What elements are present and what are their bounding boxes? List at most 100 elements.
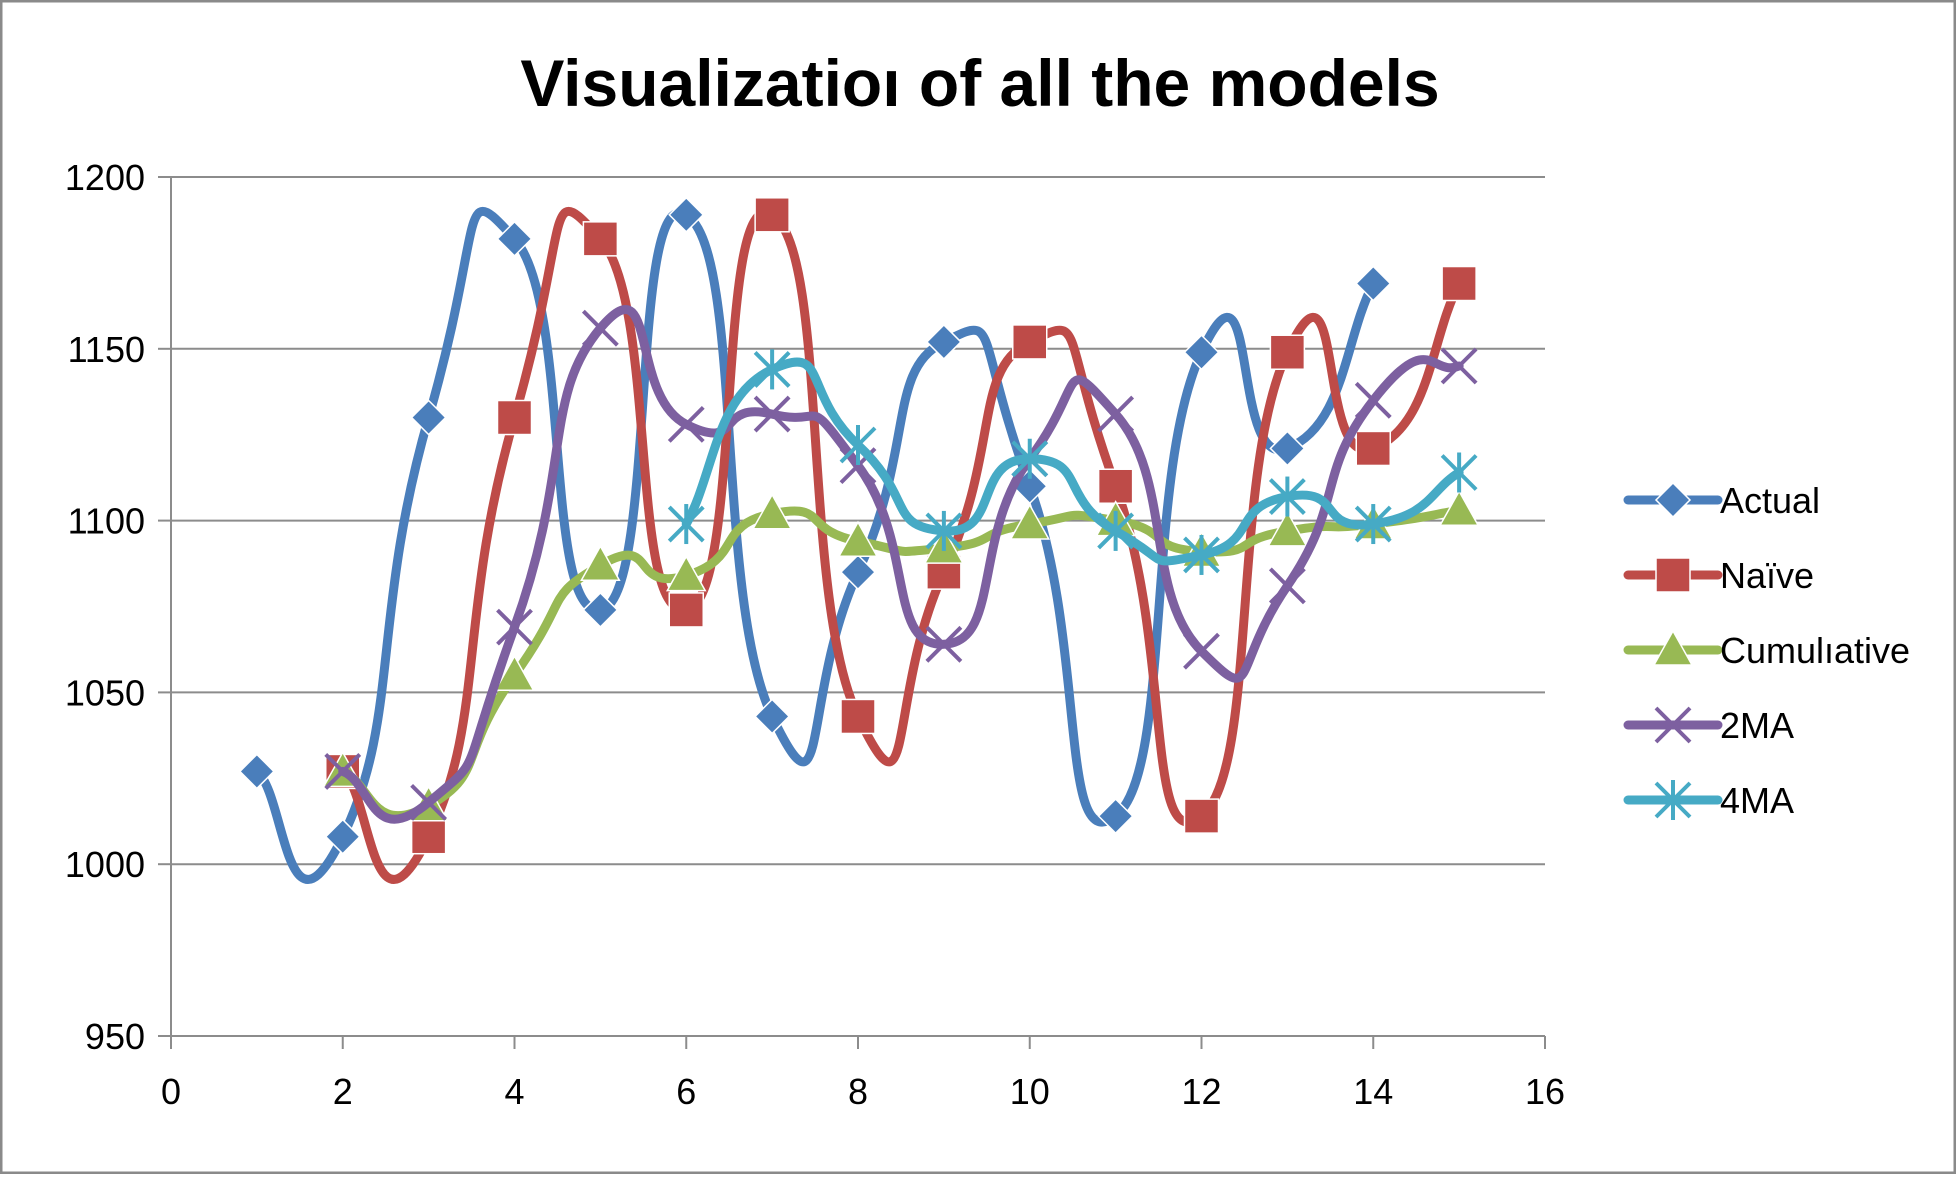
data-point-actual [1355, 265, 1392, 302]
series-layer [238, 196, 1480, 884]
y-tick-label: 1100 [68, 501, 145, 542]
data-point-na-ve [754, 197, 790, 233]
x-tick-label: 12 [1181, 1071, 1221, 1112]
data-point-actual [668, 196, 705, 233]
data-point-cumulative [494, 654, 535, 691]
data-point-2ma [581, 309, 619, 347]
data-point-na-ve [1012, 324, 1048, 360]
data-point-4ma [839, 425, 877, 466]
series-line-2ma [338, 305, 1464, 824]
data-point-4ma [1440, 452, 1478, 493]
data-point-4ma [1354, 504, 1392, 545]
x-tick-label: 14 [1353, 1071, 1393, 1112]
x-tick-label: 10 [1010, 1071, 1050, 1112]
data-point-4ma [1097, 510, 1135, 551]
data-point-2ma-stroke [1097, 395, 1135, 433]
legend-item-actual: Actual [1623, 480, 1820, 521]
data-point-4ma [1011, 438, 1049, 479]
data-point-4ma [925, 510, 963, 551]
x-tick-label: 0 [161, 1071, 181, 1112]
x-tick-label: 16 [1525, 1071, 1565, 1112]
legend-marker-2ma [1654, 706, 1692, 744]
axes: 950 1000 1050 1100 1150 1200 0 2 4 6 8 10 12 14 16 [65, 157, 1565, 1112]
data-point-na-ve [1183, 798, 1220, 834]
series-4ma [667, 349, 1478, 575]
legend-label-2ma: 2MA [1720, 705, 1794, 746]
data-point-cumulative [1009, 503, 1051, 540]
y-tick-label: 1150 [68, 329, 145, 370]
series-line-4ma [681, 357, 1464, 566]
x-tick-label: 4 [504, 1071, 524, 1112]
data-point-2ma-stroke [1183, 632, 1220, 670]
data-point-2ma [496, 608, 533, 646]
data-point-na-ve [582, 221, 619, 257]
x-tick-label: 8 [848, 1071, 868, 1112]
data-point-na-ve [668, 592, 704, 628]
y-tick-label: 1000 [65, 844, 145, 885]
data-point-2ma-stroke [925, 625, 963, 663]
data-point-2ma [1183, 632, 1220, 670]
data-point-na-ve [496, 399, 533, 436]
data-point-cumulative [1267, 510, 1308, 547]
data-point-2ma-stroke [324, 753, 362, 790]
data-point-actual [839, 554, 877, 591]
legend-marker-cumulative [1652, 629, 1694, 666]
y-tick-label: 1200 [65, 157, 145, 198]
data-point-actual [496, 220, 533, 257]
data-point-actual [1183, 334, 1220, 371]
data-point-na-ve [1355, 430, 1391, 467]
data-point-2ma-stroke [667, 405, 705, 443]
data-point-2ma [753, 395, 791, 433]
data-point-2ma [410, 783, 448, 821]
data-point-2ma [1268, 567, 1306, 605]
legend: Actual Naïve Cumulıative 2MA 4MA [1623, 480, 1910, 821]
data-point-cumulative [1438, 489, 1480, 527]
data-point-2ma-stroke [753, 395, 791, 433]
data-point-2ma-stroke [581, 309, 619, 347]
data-point-4ma [1183, 534, 1220, 575]
data-point-2ma [1097, 395, 1135, 433]
legend-item-cumulative: Cumulıative [1623, 629, 1910, 671]
legend-item-na-ve: Naïve [1623, 555, 1814, 596]
chart-title: Visualizatioı of all the models [520, 46, 1439, 120]
data-point-2ma-stroke [410, 783, 448, 821]
data-point-4ma [667, 504, 705, 545]
series-line-actual [252, 206, 1378, 884]
legend-marker-actual [1654, 481, 1692, 519]
series-na-ve [325, 197, 1477, 884]
legend-label-cumulative: Cumulıative [1720, 630, 1910, 671]
data-point-2ma-stroke [1354, 381, 1392, 419]
data-point-2ma-stroke [1440, 347, 1478, 385]
x-tick-label: 6 [676, 1071, 696, 1112]
data-point-actual [925, 323, 962, 360]
legend-marker-2ma-stroke [1654, 706, 1692, 744]
data-point-2ma [1440, 347, 1478, 385]
data-point-2ma [324, 753, 362, 790]
data-point-cumulative [751, 493, 793, 530]
series-2ma [324, 305, 1478, 824]
data-point-2ma-stroke [1268, 567, 1306, 605]
data-point-na-ve [1097, 468, 1134, 504]
data-point-2ma [667, 405, 705, 443]
data-point-cumulative [580, 544, 621, 582]
data-point-2ma [1354, 381, 1392, 419]
legend-item-4ma: 4MA [1623, 780, 1794, 821]
legend-label-na-ve: Naïve [1720, 555, 1814, 596]
data-point-actual [582, 591, 619, 628]
legend-marker-na-ve [1655, 557, 1691, 593]
x-tick-label: 2 [333, 1071, 353, 1112]
data-point-cumulative [837, 520, 879, 557]
data-point-actual [754, 698, 791, 735]
legend-item-2ma: 2MA [1623, 705, 1794, 746]
legend-label-4ma: 4MA [1720, 780, 1794, 821]
legend-marker-4ma [1654, 780, 1692, 820]
data-point-na-ve [1441, 265, 1477, 302]
legend-label-actual: Actual [1720, 480, 1820, 521]
data-point-actual [324, 818, 361, 855]
data-point-actual [1097, 798, 1134, 835]
data-point-4ma [753, 349, 791, 390]
data-point-4ma [1268, 476, 1306, 517]
